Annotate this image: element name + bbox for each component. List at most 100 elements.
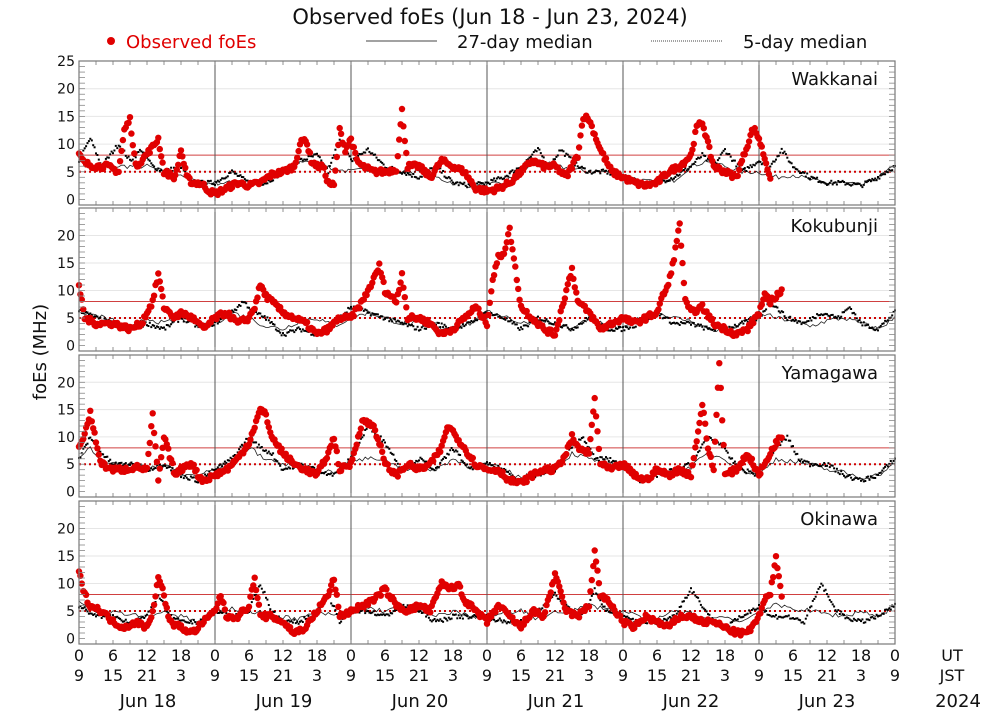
median-5day-point [306,330,309,333]
observed-point [516,296,523,303]
median-5day-point [593,171,596,174]
median-5day-point [270,321,273,323]
observed-point [744,327,751,335]
median-5day-point [80,607,83,610]
median-5day-point [325,474,328,476]
observed-point [247,436,254,443]
median-5day-point [855,183,858,186]
observed-point [719,417,726,424]
median-5day-point [327,473,330,475]
median-5day-point [82,447,85,450]
median-5day-point [157,167,160,170]
median-5day-point [854,313,857,316]
observed-point [193,466,200,474]
observed-point [394,153,401,160]
median-5day-point [793,450,796,453]
median-5day-point [756,607,759,610]
median-5day-point [245,302,248,305]
median-5day-point [243,301,246,304]
median-5day-point [413,175,416,178]
median-5day-point [453,613,456,616]
median-5day-point [209,179,212,182]
median-5day-point [668,321,671,324]
median-5day-point [668,468,671,471]
median-5day-point [327,172,330,175]
median-5day-point [858,618,861,621]
median-5day-point [511,169,514,172]
observed-point [758,143,765,150]
median-5day-point [867,323,870,326]
median-5day-point [864,324,867,327]
median-5day-point [452,449,454,451]
median-5day-point [697,596,700,599]
observed-point [80,306,87,313]
median-5day-point [270,454,273,456]
median-5day-point [470,466,473,469]
median-5day-point [707,157,709,160]
median-5day-point [571,328,573,330]
median-5day-point [280,334,283,337]
y-tick-label: 10 [57,137,75,153]
median-5day-point [189,620,192,623]
median-5day-point [867,180,870,183]
median-5day-point [301,621,304,623]
median-5day-point [817,314,820,317]
median-5day-point [525,324,528,327]
median-5day-point [823,313,826,316]
median-5day-point [665,316,668,319]
median-5day-point [823,462,826,464]
median-5day-point [398,466,401,469]
median-5day-point [347,152,350,155]
median-5day-point [151,324,154,327]
median-5day-point [259,446,262,449]
median-5day-point [691,163,694,166]
median-5day-point [580,165,583,168]
median-5day-point [447,176,450,179]
median-5day-point [789,439,792,442]
median-5day-point [800,323,803,326]
median-5day-point [663,316,666,319]
median-5day-point [211,324,214,327]
observed-point [777,582,784,590]
median-5day-point [665,180,668,183]
observed-point [126,114,134,121]
median-5day-point [682,465,685,468]
observed-point [156,145,163,153]
median-5day-point [589,169,592,172]
median-5day-point [228,459,231,462]
median-5day-point [358,153,361,155]
median-5day-point [792,318,794,321]
median-5day-point [886,171,889,174]
median-5day-point [847,617,850,620]
median-5day-point [165,324,168,326]
median-5day-point [573,326,576,329]
legend-observed-marker [107,37,115,45]
median-5day-point [681,600,684,603]
median-5day-point [272,323,275,325]
median-5day-point [243,441,246,444]
median-5day-point [503,317,505,320]
median-5day-point [804,321,807,324]
observed-point [379,448,386,455]
median-5day-point [674,322,677,325]
median-5day-point [303,158,306,161]
median-5day-point [877,176,879,178]
median-5day-point [816,176,819,179]
median-5day-point [463,181,466,184]
median-5day-point [442,457,445,460]
observed-point [350,312,357,320]
observed-point [384,461,391,468]
median-5day-point [177,617,180,620]
median-5day-point [830,464,833,467]
median-5day-point [667,180,670,182]
observed-point [441,433,448,441]
median-5day-point [840,180,843,183]
observed-point [571,284,578,291]
median-5day-point [416,460,419,463]
x-tick-label-ut: 0 [74,646,84,665]
median-5day-point [453,450,456,453]
median-5day-point [741,320,743,323]
median-5day-point [126,621,129,624]
